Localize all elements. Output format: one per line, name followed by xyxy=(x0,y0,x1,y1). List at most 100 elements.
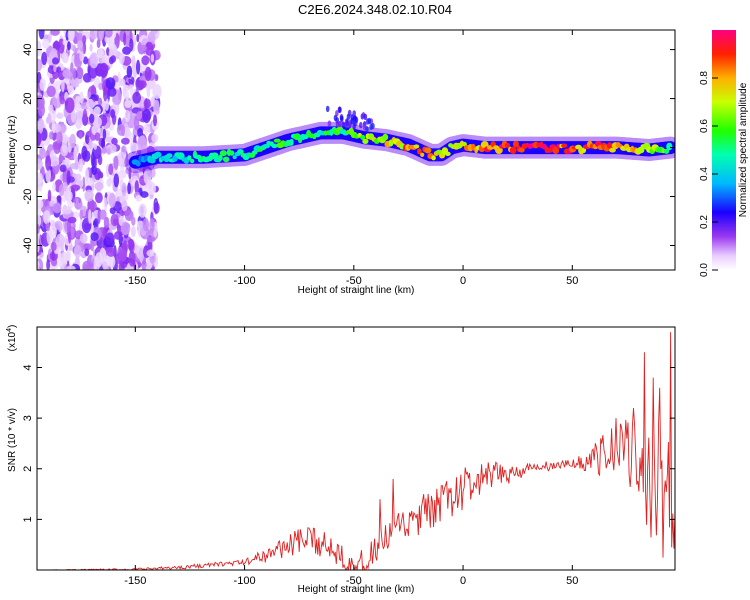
noise-blob xyxy=(47,113,52,125)
noise-blob xyxy=(136,111,143,120)
noise-blob xyxy=(137,220,144,228)
noise-blob xyxy=(41,51,48,66)
noise-blob xyxy=(93,143,98,150)
noise-blob xyxy=(113,173,120,188)
ridge-point xyxy=(222,156,230,163)
noise-blob xyxy=(62,39,69,46)
x-tick-label: 0 xyxy=(460,575,466,587)
noise-blob xyxy=(75,144,80,155)
noise-blob xyxy=(59,184,64,197)
noise-blob xyxy=(144,41,154,56)
noise-blob xyxy=(82,150,91,162)
noise-blob xyxy=(150,53,155,63)
noise-blob xyxy=(67,176,75,183)
ridge-spur xyxy=(338,120,342,128)
x-tick-label: -150 xyxy=(124,575,146,587)
noise-blob xyxy=(153,202,160,214)
noise-blob xyxy=(83,56,88,65)
noise-blob xyxy=(138,203,147,218)
noise-blob xyxy=(50,30,60,36)
ridge-point xyxy=(637,146,645,154)
y-tick-label: 40 xyxy=(22,43,34,55)
noise-blob xyxy=(90,151,95,168)
ridge-point xyxy=(417,148,422,155)
ridge-point xyxy=(431,155,436,161)
ridge-point xyxy=(135,160,141,167)
noise-blob xyxy=(49,131,54,140)
noise-blob xyxy=(94,181,104,191)
noise-blob xyxy=(66,191,73,201)
noise-blob xyxy=(137,127,144,138)
noise-blob xyxy=(50,48,58,58)
ridge-point xyxy=(512,140,519,148)
noise-blob xyxy=(72,81,79,88)
noise-blob xyxy=(110,55,117,63)
noise-blob xyxy=(134,180,139,195)
noise-blob xyxy=(146,236,156,243)
noise-blob xyxy=(117,170,127,179)
noise-blob xyxy=(99,62,109,77)
noise-blob xyxy=(126,35,130,49)
noise-blob xyxy=(79,91,84,104)
noise-blob xyxy=(118,91,122,101)
noise-blob xyxy=(62,69,72,79)
noise-blob xyxy=(102,261,108,270)
noise-blob xyxy=(102,128,107,140)
noise-blob xyxy=(37,224,40,234)
ridge-point xyxy=(211,152,219,159)
x-tick-label: -100 xyxy=(234,575,256,587)
noise-blob xyxy=(62,206,72,215)
noise-blob xyxy=(73,244,82,258)
noise-blob xyxy=(122,46,132,55)
ridge-spur xyxy=(352,119,357,126)
noise-blob xyxy=(59,94,65,105)
ridge-point xyxy=(504,142,510,148)
noise-blob xyxy=(135,195,143,202)
noise-blob xyxy=(139,191,149,198)
snr-y-axis: 1 2 3 4 xyxy=(22,364,675,522)
snr-x-axis: -150 -100 -50 0 50 xyxy=(124,327,578,587)
noise-blob xyxy=(77,40,83,49)
colorbar-axis: 0.0 0.2 0.4 0.6 0.8 xyxy=(699,71,718,277)
y-tick-label: -40 xyxy=(22,238,34,254)
ridge-point xyxy=(561,143,568,148)
ridge-point xyxy=(360,134,366,140)
noise-blob xyxy=(48,32,52,44)
noise-blob xyxy=(120,221,131,235)
noise-blob xyxy=(98,30,104,41)
colorbar-tick-label: 0.8 xyxy=(699,71,710,85)
noise-blob xyxy=(149,218,155,234)
noise-blob xyxy=(45,222,51,232)
noise-blob xyxy=(121,200,128,212)
noise-blob xyxy=(47,189,52,202)
noise-blob xyxy=(85,134,90,145)
noise-blob xyxy=(37,158,43,170)
noise-blob xyxy=(142,218,150,232)
snr-multiplier: (x104) xyxy=(6,325,18,352)
ridge-spur xyxy=(340,115,344,123)
snr-frame xyxy=(36,326,676,571)
noise-blob xyxy=(124,99,132,109)
noise-blob xyxy=(84,181,92,187)
noise-blob xyxy=(106,246,116,257)
ridge-spur xyxy=(367,117,372,125)
noise-blob xyxy=(55,233,65,248)
noise-blob xyxy=(66,265,76,270)
noise-blob xyxy=(38,30,45,40)
noise-blob xyxy=(103,85,107,96)
noise-blob xyxy=(37,48,42,57)
noise-blob xyxy=(101,138,106,150)
noise-blob xyxy=(151,133,159,143)
noise-blob xyxy=(39,147,46,160)
ridge-point xyxy=(166,153,173,159)
ridge-spur xyxy=(344,122,349,129)
noise-blob xyxy=(130,131,134,145)
noise-blob xyxy=(94,132,101,141)
noise-blob xyxy=(146,82,151,98)
noise-blob xyxy=(146,249,155,257)
noise-blob xyxy=(53,142,61,154)
ridge-spur xyxy=(333,114,338,122)
noise-blob xyxy=(142,108,151,124)
noise-blob xyxy=(76,66,84,80)
x-tick-label: 50 xyxy=(566,575,578,587)
